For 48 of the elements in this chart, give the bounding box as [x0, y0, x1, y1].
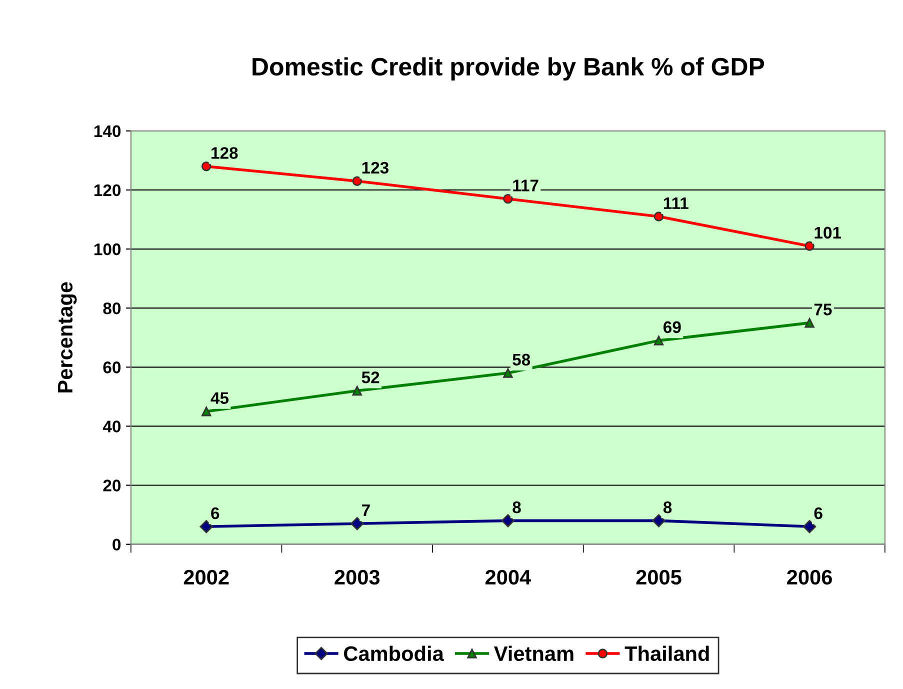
data-label: 111	[664, 197, 688, 209]
point	[652, 514, 666, 528]
x-tick-label: 2002	[184, 570, 229, 585]
data-label: 6	[211, 507, 220, 520]
x-tick-label: 2006	[787, 570, 832, 585]
data-label: 101	[814, 226, 842, 239]
legend-label: Thailand	[624, 646, 709, 662]
data-label: 128	[212, 147, 238, 159]
point	[654, 336, 664, 346]
point	[352, 176, 362, 186]
y-tick-label: 100	[94, 243, 121, 256]
point	[654, 212, 664, 222]
point	[802, 520, 816, 534]
data-label: 123	[362, 162, 389, 174]
x-tick-label: 2005	[636, 570, 682, 585]
point	[501, 514, 515, 528]
data-label: 6	[814, 507, 822, 520]
legend-label: Vietnam	[494, 646, 574, 662]
data-label: 117	[513, 180, 538, 192]
y-tick-label: 0	[112, 538, 121, 551]
y-tick-label: 40	[102, 420, 121, 432]
point	[503, 368, 513, 378]
legend-label: Cambodia	[344, 646, 444, 662]
y-tick-label: 60	[103, 362, 121, 374]
data-label: 8	[663, 501, 672, 514]
point	[350, 517, 364, 530]
data-label: 58	[512, 354, 530, 366]
point	[804, 241, 814, 251]
point	[200, 520, 213, 534]
data-label: 7	[362, 504, 370, 516]
y-axis-title: Percentage	[58, 282, 77, 392]
y-tick-label: 140	[94, 125, 121, 138]
point	[201, 161, 212, 172]
point	[804, 318, 814, 328]
point	[503, 194, 513, 204]
data-label: 8	[512, 501, 521, 514]
x-tick-label: 2004	[485, 570, 531, 585]
point	[201, 406, 212, 416]
data-label: 52	[362, 372, 380, 384]
y-tick-label: 120	[94, 184, 121, 196]
point	[352, 386, 362, 396]
data-label: 69	[664, 321, 681, 334]
x-tick-label: 2003	[334, 570, 380, 585]
data-label: 45	[210, 392, 229, 404]
chart-title: Domestic Credit provide by Bank % of GDP	[252, 57, 764, 81]
y-tick-label: 20	[103, 480, 121, 492]
y-tick-label: 80	[103, 302, 121, 314]
data-label: 75	[814, 304, 832, 316]
